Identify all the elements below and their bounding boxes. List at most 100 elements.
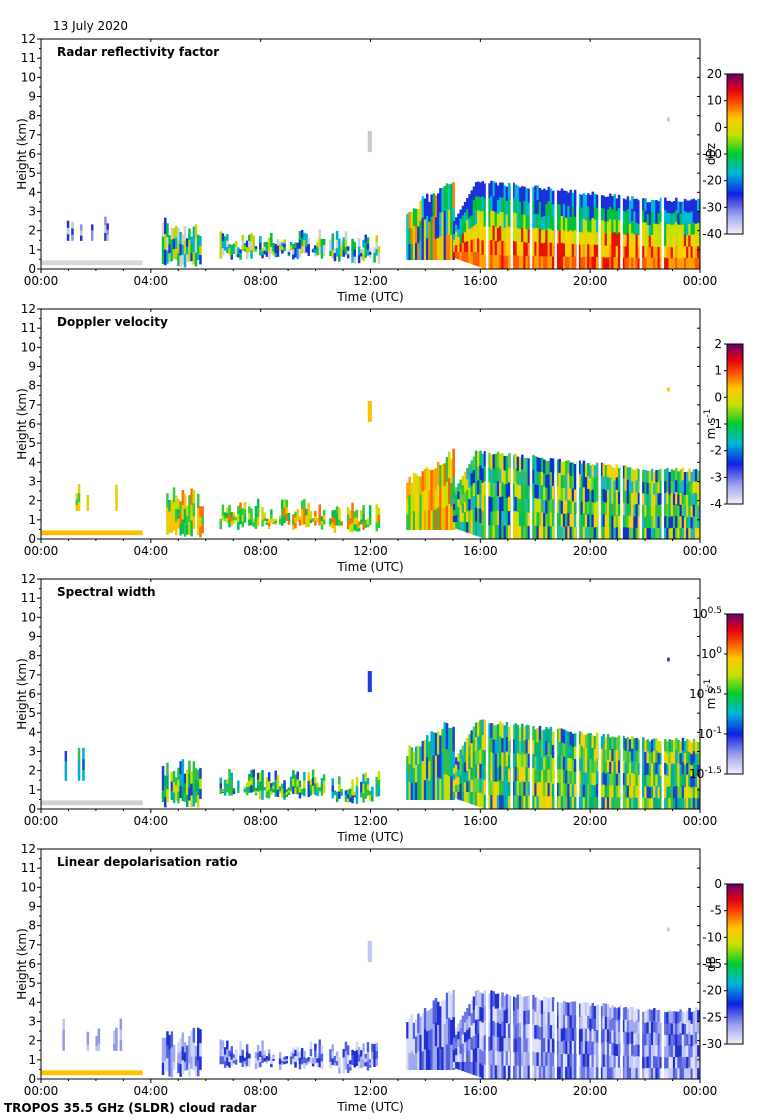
echo-cell [228, 247, 231, 252]
echo-cell [474, 507, 478, 522]
echo-cell [635, 468, 638, 481]
echo-cell [274, 779, 277, 789]
echo-cell [622, 465, 625, 479]
echo-cell [314, 510, 317, 517]
echo-block [41, 530, 143, 536]
echo-cell [582, 525, 586, 539]
echo-cell [470, 521, 473, 535]
echo-cell [201, 523, 204, 534]
echo-cell [432, 509, 436, 530]
echo-cell [642, 257, 645, 269]
echo-cell [668, 774, 671, 787]
echo-cell [600, 462, 603, 476]
echo-cell [582, 205, 586, 219]
echo-cell [560, 1028, 564, 1042]
echo-cell [558, 1066, 561, 1079]
echo-cell [479, 479, 482, 495]
echo-cell [371, 786, 374, 792]
echo-cell [580, 526, 583, 539]
echo-cell [503, 1037, 506, 1052]
echo-cell [681, 201, 685, 214]
echo-cell [650, 211, 654, 224]
echo-cell [613, 194, 616, 208]
echo-cell [628, 1031, 632, 1044]
echo-cell [281, 508, 284, 518]
echo-cell [606, 746, 610, 760]
echo-cell [296, 1051, 299, 1057]
echo-cell [606, 476, 610, 490]
echo-cell [697, 233, 700, 247]
echo-cell [172, 238, 176, 249]
echo-cell [534, 470, 537, 485]
echo-cell [525, 201, 528, 216]
echo-cell [463, 781, 467, 792]
echo-cell [587, 231, 590, 245]
echo-cell [362, 1051, 365, 1060]
echo-cell [463, 1011, 467, 1023]
echo-cell [631, 748, 634, 761]
echo-cell [490, 254, 493, 269]
echo-cell [615, 1043, 619, 1056]
echo-cell [278, 244, 282, 248]
echo-cell [613, 1043, 616, 1056]
echo-cell [514, 1065, 517, 1079]
echo-cell [488, 1007, 491, 1023]
echo-cell [318, 787, 321, 790]
colorbar-tick-label: -40 [702, 227, 722, 241]
echo-cell [545, 255, 548, 269]
echo-cell [633, 1056, 636, 1069]
echo-cell [527, 202, 531, 216]
echo-cell [584, 734, 588, 748]
echo-cell [494, 795, 498, 809]
echo-cell [642, 1011, 645, 1024]
echo-cell [437, 754, 440, 778]
echo-cell [523, 458, 526, 473]
echo-cell [688, 774, 691, 787]
echo-cell [683, 775, 687, 787]
echo-cell [314, 1056, 317, 1064]
data-gap [510, 579, 514, 809]
echo-cell [558, 525, 561, 539]
echo-cell [657, 246, 660, 259]
echo-cell [679, 235, 682, 248]
echo-cell [377, 246, 381, 253]
echo-cell [677, 516, 680, 529]
echo-cell [677, 1022, 680, 1035]
echo-cell [615, 489, 619, 503]
echo-cell [494, 1064, 498, 1079]
echo-cell [294, 247, 297, 253]
echo-cell [549, 485, 553, 500]
echo-cell [479, 1034, 482, 1050]
echo-cell [516, 199, 520, 215]
echo-cell [314, 1050, 317, 1057]
echo-cell [523, 227, 526, 243]
echo-cell [677, 493, 680, 506]
echo-cell [543, 1065, 546, 1079]
echo-cell [606, 1016, 610, 1030]
echo-cell [626, 232, 630, 246]
echo-cell [591, 735, 594, 748]
echo-cell [457, 521, 460, 530]
echo-cell [518, 1036, 522, 1052]
echo-cell [657, 1033, 660, 1046]
echo-cell [617, 244, 621, 258]
echo-cell [234, 516, 238, 519]
echo-cell [250, 233, 253, 242]
echo-cell [580, 501, 583, 515]
echo-cell [571, 758, 575, 772]
echo-cell [507, 182, 511, 198]
echo-cell [368, 794, 372, 798]
echo-cell [428, 221, 431, 241]
echo-cell [421, 741, 425, 762]
echo-cell [681, 467, 685, 481]
echo-cell [516, 780, 520, 796]
panel-title: Spectral width [57, 585, 156, 599]
echo-cell [675, 1067, 678, 1079]
echo-cell [672, 751, 676, 764]
echo-cell [443, 234, 447, 260]
echo-cell [119, 1018, 123, 1030]
echo-cell [62, 1019, 65, 1030]
echo-cell [179, 512, 182, 525]
echo-cell [346, 789, 350, 795]
echo-cell [644, 786, 647, 799]
